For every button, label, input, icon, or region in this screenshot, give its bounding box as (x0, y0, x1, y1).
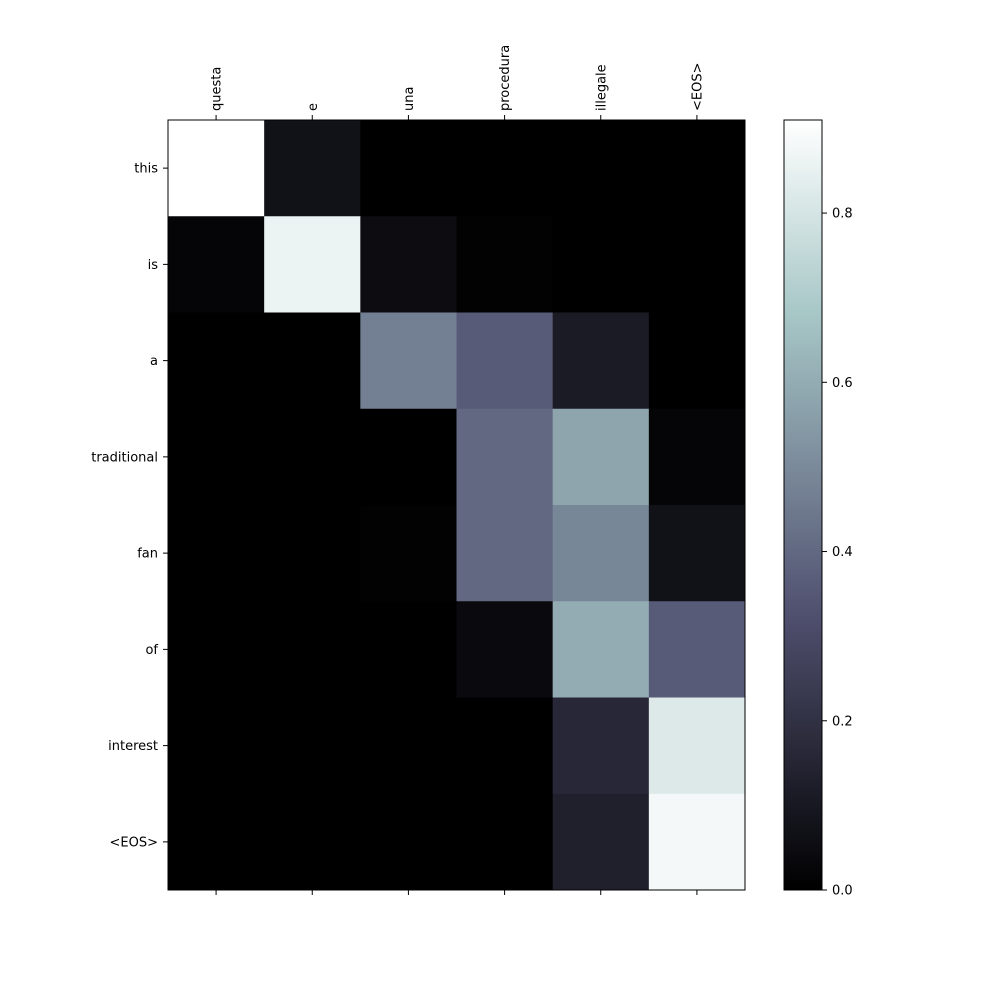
heatmap-cell (168, 505, 265, 602)
heatmap-cell (168, 408, 265, 506)
heatmap-cell (360, 697, 457, 795)
heatmap-cell (168, 120, 265, 217)
colorbar-tick-label: 0.2 (832, 714, 853, 729)
y-tick-label: a (150, 354, 158, 369)
heatmap-cell (264, 601, 361, 698)
heatmap-frame (167, 119, 746, 891)
heatmap-cell (360, 601, 457, 698)
heatmap-cells (168, 120, 746, 891)
heatmap-cell (552, 408, 650, 506)
heatmap-cell (456, 793, 554, 891)
x-tick-label: procedura (498, 45, 513, 111)
heatmap-cell (456, 601, 554, 698)
heatmap-cell (648, 120, 746, 217)
heatmap-cell (456, 697, 554, 795)
heatmap-cell (648, 697, 746, 795)
heatmap-cell (360, 216, 457, 313)
colorbar (783, 119, 823, 891)
heatmap-cell (264, 793, 361, 891)
heatmap-cell (168, 793, 265, 891)
y-tick-label: is (148, 258, 159, 273)
colorbar-tick-label: 0.6 (832, 376, 853, 391)
heatmap-cell (648, 793, 746, 891)
heatmap-cell (360, 312, 457, 410)
heatmap-cell (264, 408, 361, 506)
heatmap-cell (552, 505, 650, 602)
heatmap-cell (168, 312, 265, 410)
y-tick-label: traditional (91, 450, 158, 465)
heatmap-cell (648, 408, 746, 506)
heatmap-cell (552, 216, 650, 313)
heatmap-cell (552, 601, 650, 698)
heatmap-cell (360, 408, 457, 506)
y-tick-label: <EOS> (110, 835, 158, 850)
x-tick-label: e (306, 103, 321, 111)
heatmap-cell (168, 697, 265, 795)
heatmap-cell (456, 408, 554, 506)
heatmap-cell (264, 120, 361, 217)
heatmap-cell (648, 312, 746, 410)
colorbar-tick-label: 0.0 (832, 884, 853, 899)
heatmap-cell (552, 793, 650, 891)
heatmap-cell (264, 216, 361, 313)
y-tick-label: of (145, 643, 158, 658)
x-axis: questa e una procedura illegale <EOS> (210, 45, 705, 895)
colorbar-tick-label: 0.4 (832, 545, 853, 560)
heatmap-cell (264, 312, 361, 410)
heatmap-cell (552, 312, 650, 410)
heatmap-cell (456, 312, 554, 410)
y-axis: this is a traditional fan of interest <EOS> (91, 162, 168, 850)
heatmap-cell (552, 697, 650, 795)
heatmap-cell (360, 793, 457, 891)
x-tick-label: illegale (594, 64, 609, 111)
heatmap-cell (168, 216, 265, 313)
heatmap-cell (168, 601, 265, 698)
colorbar-tick-label: 0.8 (832, 207, 853, 222)
heatmap-cell (264, 505, 361, 602)
heatmap-cell (456, 505, 554, 602)
heatmap-cell (648, 216, 746, 313)
x-tick-label: questa (210, 67, 225, 111)
heatmap-cell (456, 120, 554, 217)
x-tick-label: una (402, 87, 417, 111)
heatmap-cell (264, 697, 361, 795)
heatmap-cell (360, 505, 457, 602)
y-tick-label: this (134, 162, 158, 177)
heatmap-cell (552, 120, 650, 217)
heatmap-cell (648, 505, 746, 602)
y-tick-label: fan (137, 547, 158, 562)
heatmap-cell (360, 120, 457, 217)
colorbar-ticks: 0.0 0.2 0.4 0.6 0.8 (822, 207, 853, 899)
heatmap-cell (456, 216, 554, 313)
heatmap-cell (648, 601, 746, 698)
y-tick-label: interest (108, 739, 158, 754)
x-tick-label: <EOS> (690, 63, 705, 111)
